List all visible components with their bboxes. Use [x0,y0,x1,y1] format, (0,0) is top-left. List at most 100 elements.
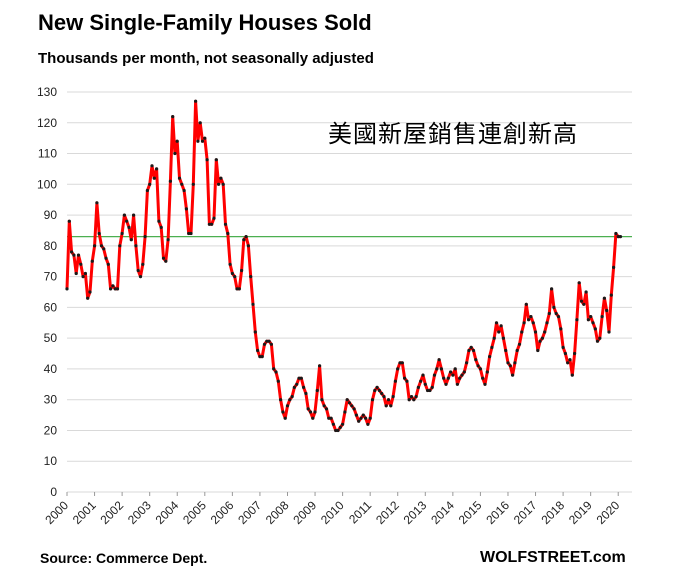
data-point [315,388,319,393]
data-point [138,275,143,279]
data-point [547,311,551,316]
data-point [393,379,397,383]
data-point [416,385,420,389]
data-point [99,244,104,248]
x-tick-label: 2003 [125,498,154,527]
data-point [579,299,584,303]
data-point [380,391,384,396]
data-point [285,404,290,408]
data-point [189,231,193,236]
data-point [602,296,607,300]
data-point [246,244,250,248]
data-point [386,398,391,402]
data-point [65,287,69,291]
data-point [437,358,441,362]
data-point [173,151,177,156]
data-point [504,348,508,353]
data-point [217,182,221,186]
data-point [168,179,172,183]
data-point [499,324,503,328]
data-point [148,182,152,186]
data-point [589,315,593,319]
y-tick-label: 60 [44,300,58,314]
data-point [203,136,207,140]
data-point [446,376,450,380]
data-point [207,222,211,226]
data-point [260,355,264,359]
y-tick-label: 80 [44,239,58,253]
data-point [350,404,354,408]
x-tick-label: 2008 [263,498,292,527]
data-point [93,244,97,248]
data-point [352,407,356,411]
data-point [81,275,85,279]
x-tick-label: 2012 [373,498,402,527]
data-point [318,364,322,368]
data-point [584,290,588,294]
x-tick-label: 2020 [594,498,623,527]
data-point [322,404,326,408]
data-point [67,219,71,223]
data-point [115,287,120,291]
data-point [302,385,306,389]
data-point [338,425,342,429]
data-point [166,238,170,242]
data-point [483,382,487,386]
data-point [79,262,83,266]
data-point [324,407,329,411]
chart-title: New Single-Family Houses Sold [38,10,372,35]
x-tick-label: 2014 [428,498,457,527]
x-tick-label: 2001 [70,498,99,527]
data-point [527,318,531,322]
data-point [423,382,427,386]
data-point [490,345,494,349]
data-point [308,410,313,414]
data-point [258,355,262,359]
y-tick-label: 100 [37,177,57,191]
data-point [244,235,248,239]
data-point [127,225,131,229]
data-point [214,158,218,162]
y-tick-label: 0 [50,485,57,499]
data-point [366,422,370,426]
data-point [513,361,517,365]
data-point [311,416,315,420]
data-point [506,361,510,365]
data-point [269,342,273,346]
data-point [118,244,122,248]
data-point [478,367,482,371]
data-point [141,262,145,266]
data-point [175,139,179,143]
data-point [290,395,294,399]
data-point [550,287,554,291]
y-tick-label: 10 [44,454,58,468]
data-point [361,413,365,417]
data-point [460,373,464,377]
data-point [552,305,556,309]
x-tick-label: 2002 [97,498,126,527]
x-tick-label: 2019 [566,498,595,527]
data-point [435,367,439,371]
data-point [288,398,292,402]
data-point [469,345,473,349]
data-point [184,207,188,211]
data-point [125,219,129,223]
data-point [531,321,535,325]
chart-annotation: 美國新屋銷售連創新高 [328,120,578,148]
data-point [242,238,246,242]
data-point [563,351,568,356]
data-point [444,382,448,386]
data-point [533,330,538,334]
x-tick-label: 2018 [538,498,567,527]
data-point [377,388,381,393]
data-point [442,376,446,380]
data-point [159,225,163,229]
data-point [297,376,301,380]
data-point [481,376,485,380]
data-point [182,188,186,193]
data-point [494,321,499,325]
x-tick-label: 2015 [456,498,485,527]
data-point [97,231,101,236]
data-point [515,348,519,353]
